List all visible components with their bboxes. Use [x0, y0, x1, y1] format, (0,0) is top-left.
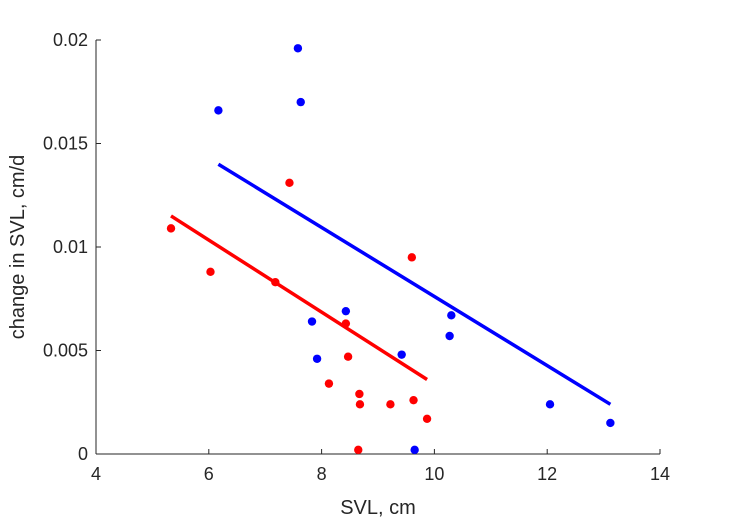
- data-point-series-1: [341, 306, 351, 316]
- data-point-series-2: [285, 178, 294, 188]
- y-tick-label: 0.01: [53, 237, 88, 257]
- data-point-series-2: [341, 319, 351, 328]
- data-point-series-2: [324, 379, 334, 388]
- y-tick-label: 0.005: [43, 341, 88, 361]
- data-point-series-2: [355, 389, 364, 399]
- data-point-series-2: [355, 400, 365, 409]
- data-point-series-2: [386, 400, 395, 409]
- data-point-series-1: [397, 350, 406, 359]
- data-point-series-1: [312, 354, 322, 363]
- x-tick-label: 10: [424, 464, 444, 484]
- data-point-series-1: [307, 317, 317, 326]
- data-point-series-1: [293, 44, 303, 53]
- x-tick-label: 8: [317, 464, 327, 484]
- data-point-series-2: [422, 414, 432, 424]
- data-point-series-1: [214, 106, 223, 115]
- x-tick-label: 4: [91, 464, 101, 484]
- fit-line-series-2: [170, 214, 429, 381]
- data-point-series-1: [296, 97, 305, 107]
- data-point-series-1: [410, 445, 419, 455]
- data-point-series-1: [606, 418, 615, 428]
- y-axis-label: change in SVL, cm/d: [7, 155, 29, 340]
- data-points: [166, 44, 615, 455]
- y-tick-label: 0.02: [53, 30, 88, 50]
- data-point-series-2: [354, 445, 363, 455]
- data-point-series-2: [407, 253, 417, 262]
- x-tick-label: 6: [204, 464, 214, 484]
- x-axis-label: SVL, cm: [340, 497, 416, 519]
- data-point-series-2: [343, 352, 353, 361]
- data-point-series-2: [166, 224, 176, 233]
- data-point-series-2: [271, 277, 280, 287]
- axes: [95, 40, 660, 455]
- data-point-series-2: [206, 267, 215, 277]
- x-tick-label: 12: [537, 464, 557, 484]
- y-axis-ticks: 0 0.005 0.01 0.015 0.02: [43, 30, 101, 464]
- fit-lines: [170, 162, 612, 406]
- x-axis-ticks: 4 6 8 10 12 14: [91, 449, 670, 484]
- data-point-series-1: [445, 331, 454, 341]
- data-point-series-1: [545, 400, 555, 409]
- x-tick-label: 14: [650, 464, 670, 484]
- y-tick-label: 0.015: [43, 134, 88, 154]
- data-point-series-2: [409, 395, 418, 405]
- y-tick-label: 0: [78, 444, 88, 464]
- data-point-series-1: [447, 311, 456, 320]
- fit-line-series-1: [217, 162, 612, 406]
